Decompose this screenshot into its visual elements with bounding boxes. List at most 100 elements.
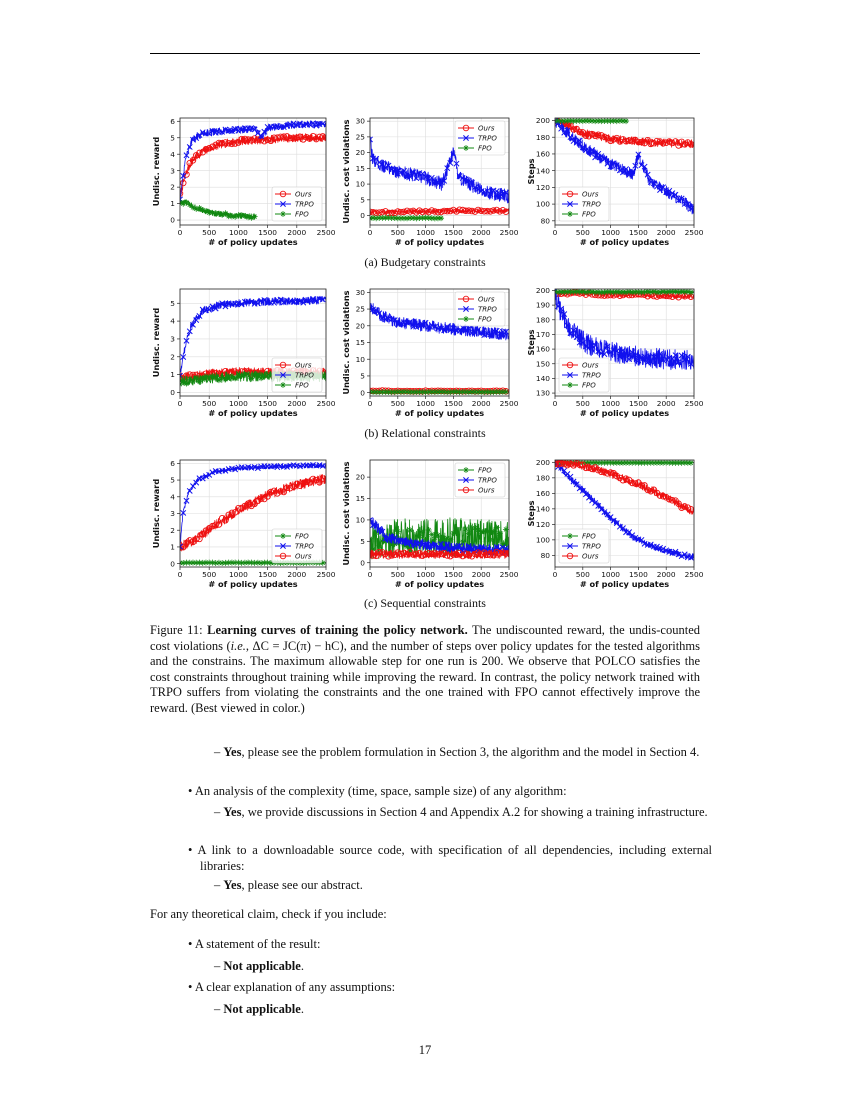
data-point <box>607 118 614 125</box>
data-point <box>502 526 509 533</box>
legend-marker <box>280 211 286 217</box>
data-point <box>462 327 469 334</box>
data-point <box>251 135 258 142</box>
data-point <box>496 208 503 215</box>
data-point <box>647 358 654 365</box>
caption-text-1: The undiscounted reward, the undis-count… <box>150 623 701 653</box>
plot-frame <box>369 117 510 226</box>
data-point <box>180 179 187 187</box>
data-point <box>616 460 623 466</box>
x-tick-label: 2000 <box>657 570 676 579</box>
y-tick-label: 0 <box>360 211 365 220</box>
data-point <box>425 550 432 557</box>
data-point <box>573 460 580 467</box>
y-tick-label: 170 <box>536 330 550 339</box>
data-point <box>635 151 642 158</box>
data-point <box>394 528 401 535</box>
data-point <box>189 371 197 379</box>
data-point <box>251 559 258 566</box>
data-point <box>241 212 248 219</box>
data-point <box>558 125 565 132</box>
data-point <box>558 289 565 295</box>
x-tick-label: 0 <box>553 570 558 579</box>
data-point <box>622 137 630 145</box>
y-tick-label: 20 <box>356 148 366 157</box>
data-point <box>499 191 506 198</box>
data-point <box>623 289 630 296</box>
data-point <box>196 535 203 543</box>
data-point <box>557 460 565 467</box>
data-point <box>287 484 294 492</box>
y-tick-label: 4 <box>170 492 175 501</box>
data-point <box>379 549 386 556</box>
data-point <box>487 551 494 559</box>
data-point <box>659 140 667 147</box>
data-point <box>189 378 196 385</box>
y-tick-label: 180 <box>536 473 550 482</box>
y-axis-label: Steps <box>526 158 536 184</box>
data-point <box>379 214 386 221</box>
data-point <box>620 347 626 354</box>
series-fpo <box>555 118 630 125</box>
data-point <box>388 389 395 396</box>
data-point <box>669 550 676 556</box>
data-point <box>601 155 608 162</box>
data-point <box>313 476 320 484</box>
plot-frame <box>554 459 695 568</box>
series-line-ours <box>370 208 509 215</box>
data-point <box>203 473 209 480</box>
data-point <box>413 389 420 396</box>
data-point <box>232 466 239 473</box>
x-tick-label: 1000 <box>229 399 248 408</box>
data-point <box>576 461 583 469</box>
series-trpo <box>370 136 509 204</box>
data-point <box>440 207 448 215</box>
data-point <box>675 551 682 558</box>
data-point <box>493 388 500 395</box>
data-point <box>388 552 395 559</box>
data-point <box>186 143 193 150</box>
data-point <box>407 319 414 326</box>
data-point <box>613 348 620 355</box>
data-point <box>300 480 307 487</box>
data-point <box>601 460 608 466</box>
y-tick-label: 15 <box>356 164 366 173</box>
data-point <box>248 137 255 144</box>
data-point <box>413 209 420 216</box>
data-point <box>248 375 255 382</box>
legend-label: Ours <box>478 296 495 304</box>
data-point <box>496 549 503 557</box>
x-tick-label: 1000 <box>416 399 435 408</box>
data-point <box>428 215 435 222</box>
x-tick-label: 1000 <box>229 228 248 237</box>
data-point <box>468 545 475 552</box>
y-tick-label: 140 <box>536 374 550 383</box>
data-point <box>407 173 414 180</box>
y-tick-label: 1 <box>170 199 175 208</box>
data-point <box>672 352 679 359</box>
data-point <box>413 175 420 182</box>
chart-b-cost: 0 500 1000 1500 2000 2500 0 5 10 15 20 25 30 # of pol… <box>340 283 519 418</box>
data-point <box>502 388 509 395</box>
page-number: 17 <box>418 1043 432 1057</box>
data-point <box>462 550 470 558</box>
data-point <box>287 134 294 142</box>
data-point <box>626 171 633 178</box>
data-point <box>215 521 223 528</box>
data-point <box>666 548 673 555</box>
data-point <box>561 118 568 125</box>
data-point <box>484 528 491 535</box>
data-point <box>589 289 596 295</box>
data-point <box>401 538 407 545</box>
data-point <box>303 134 310 141</box>
data-point <box>394 549 402 556</box>
data-point <box>376 548 383 556</box>
header-rule <box>150 53 700 54</box>
data-point <box>413 532 420 539</box>
data-point <box>626 356 633 363</box>
data-point <box>496 530 503 537</box>
data-point <box>462 176 469 183</box>
data-point <box>579 339 586 346</box>
data-point <box>202 145 210 153</box>
x-tick-label: 2500 <box>317 228 336 237</box>
